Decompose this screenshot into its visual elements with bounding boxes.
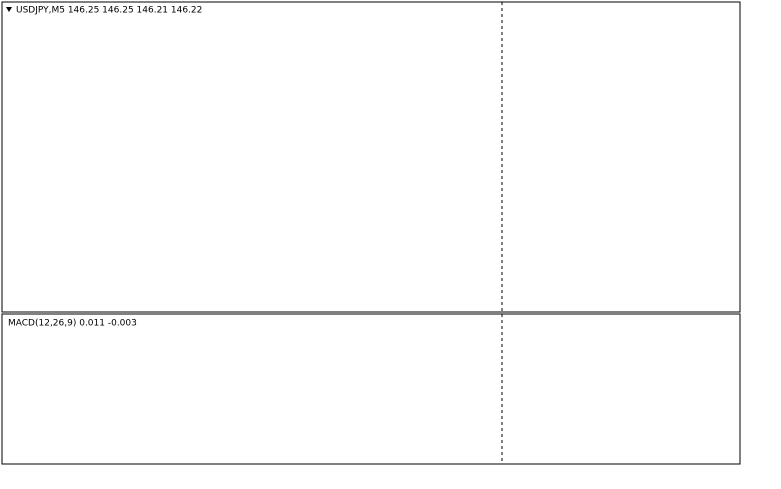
indicator-title: MACD(12,26,9) 0.011 -0.003	[8, 319, 137, 329]
chart-title: USDJPY,M5 146.25 146.25 146.21 146.22	[16, 6, 202, 16]
collapse-icon	[6, 7, 12, 12]
price-panel-frame	[1, 1, 741, 313]
macd-panel-frame	[1, 313, 741, 465]
